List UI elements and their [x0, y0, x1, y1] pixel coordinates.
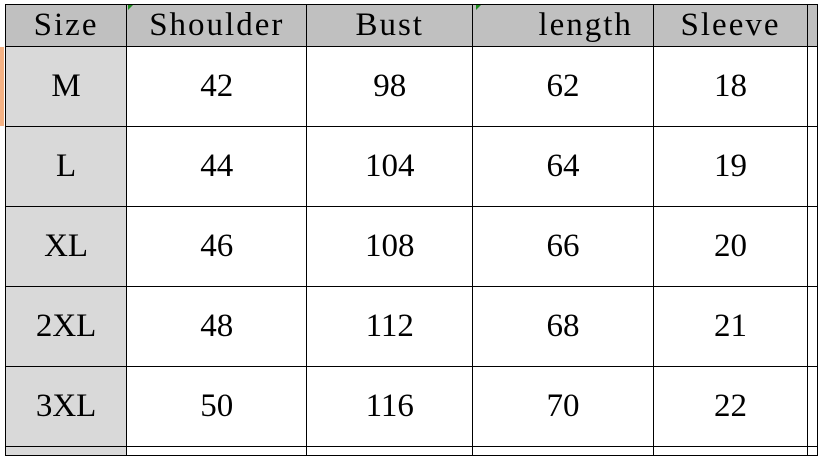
size-cell[interactable]: L — [4, 126, 128, 207]
empty-cell[interactable] — [807, 126, 818, 207]
value-cell[interactable]: 108 — [306, 206, 473, 287]
table-row: L 44 104 64 19 — [4, 126, 818, 207]
header-cell[interactable]: Sleeve — [652, 4, 809, 47]
empty-cell[interactable] — [306, 446, 473, 456]
value-cell[interactable]: 46 — [126, 206, 308, 287]
header-cell[interactable]: Size — [4, 4, 128, 47]
selected-row-marker — [0, 47, 4, 126]
empty-cell[interactable] — [807, 46, 818, 127]
next-row — [4, 446, 818, 456]
table-row: 2XL 48 112 68 21 — [4, 286, 818, 367]
value-cell[interactable]: 62 — [471, 46, 654, 127]
value-cell[interactable]: 48 — [126, 286, 308, 367]
value-cell[interactable]: 116 — [306, 366, 473, 447]
value-cell[interactable]: 112 — [306, 286, 473, 367]
value-cell[interactable]: 22 — [652, 366, 809, 447]
size-chart-table: Size Shoulder Bust length Sleeve M 42 98 62… — [4, 4, 818, 456]
value-cell[interactable]: 104 — [306, 126, 473, 207]
empty-cell[interactable] — [807, 206, 818, 287]
value-cell[interactable]: 42 — [126, 46, 308, 127]
size-cell[interactable]: 3XL — [4, 366, 128, 447]
table-row: XL 46 108 66 20 — [4, 206, 818, 287]
size-cell[interactable]: XL — [4, 206, 128, 287]
header-row: Size Shoulder Bust length Sleeve — [4, 4, 818, 47]
value-cell[interactable]: 98 — [306, 46, 473, 127]
comment-indicator — [128, 5, 133, 10]
empty-cell[interactable] — [807, 366, 818, 447]
value-cell[interactable]: 68 — [471, 286, 654, 367]
value-cell[interactable]: 44 — [126, 126, 308, 207]
table-row: M 42 98 62 18 — [4, 46, 818, 127]
value-cell[interactable]: 64 — [471, 126, 654, 207]
empty-cell[interactable] — [4, 446, 128, 456]
size-cell[interactable]: M — [4, 46, 128, 127]
empty-cell[interactable] — [471, 446, 654, 456]
value-cell[interactable]: 18 — [652, 46, 809, 127]
header-cell[interactable]: length — [471, 4, 654, 47]
value-cell[interactable]: 70 — [471, 366, 654, 447]
comment-indicator — [476, 5, 481, 10]
table-row: 3XL 50 116 70 22 — [4, 366, 818, 447]
empty-cell[interactable] — [807, 446, 818, 456]
size-cell[interactable]: 2XL — [4, 286, 128, 367]
empty-cell[interactable] — [126, 446, 308, 456]
value-cell[interactable]: 20 — [652, 206, 809, 287]
empty-cell[interactable] — [807, 286, 818, 367]
header-cell[interactable]: Shoulder — [126, 4, 308, 47]
value-cell[interactable]: 21 — [652, 286, 809, 367]
value-cell[interactable]: 50 — [126, 366, 308, 447]
value-cell[interactable]: 19 — [652, 126, 809, 207]
header-cell[interactable]: Bust — [306, 4, 473, 47]
empty-cell[interactable] — [807, 4, 818, 47]
value-cell[interactable]: 66 — [471, 206, 654, 287]
empty-cell[interactable] — [652, 446, 809, 456]
